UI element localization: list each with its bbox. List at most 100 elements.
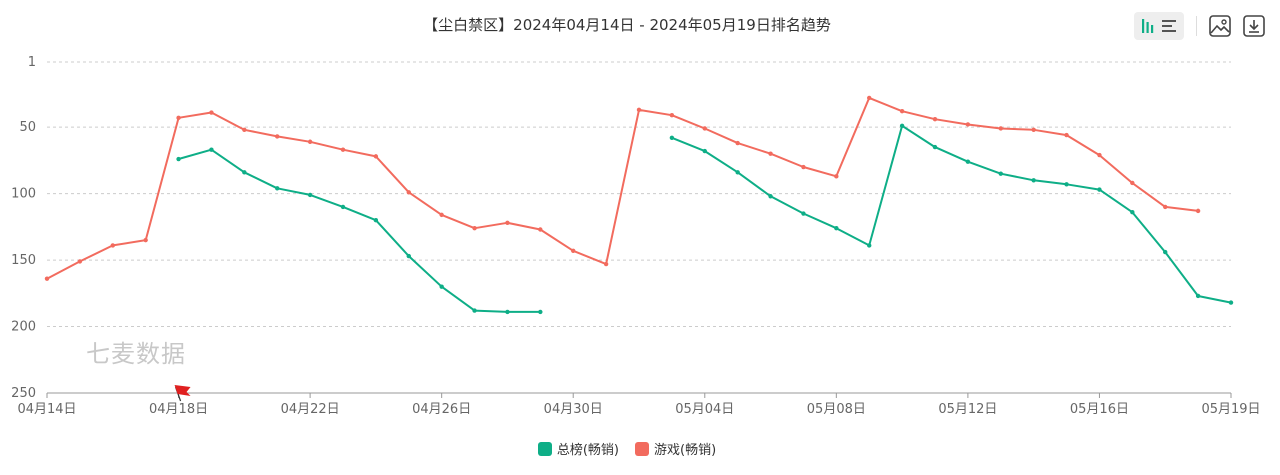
game-sales-rank-point[interactable]	[899, 108, 905, 114]
overall-sales-rank-point[interactable]	[1228, 300, 1234, 305]
game-sales-rank-point[interactable]	[636, 107, 642, 113]
game-sales-rank-point[interactable]	[834, 174, 839, 179]
x-tick-label: 05月12日	[938, 402, 997, 417]
series-lines	[44, 95, 1234, 315]
overall-sales-rank-point[interactable]	[373, 217, 379, 223]
game-sales-rank-point[interactable]	[505, 220, 510, 226]
overall-sales-rank-point[interactable]	[406, 253, 411, 259]
overall-sales-rank-point[interactable]	[669, 135, 675, 140]
legend-item[interactable]: 游戏(畅销)	[635, 439, 716, 458]
game-sales-rank-point[interactable]	[932, 116, 938, 122]
game-sales-rank-point[interactable]	[110, 243, 115, 248]
x-tick-label: 04月30日	[544, 402, 603, 417]
y-tick-label: 250	[11, 386, 36, 401]
overall-sales-rank-point[interactable]	[176, 156, 181, 162]
game-sales-rank-point[interactable]	[1195, 208, 1201, 214]
x-tick-label: 05月08日	[807, 402, 866, 417]
legend-item[interactable]: 总榜(畅销)	[537, 439, 619, 458]
overall-sales-rank-point[interactable]	[1031, 178, 1036, 183]
game-sales-rank-point[interactable]	[571, 248, 576, 253]
game-sales-rank-point[interactable]	[77, 259, 83, 264]
overall-sales-rank-point[interactable]	[472, 308, 477, 313]
game-sales-rank-point[interactable]	[735, 140, 740, 146]
y-tick-label: 50	[19, 120, 36, 135]
overall-sales-rank-point[interactable]	[307, 192, 313, 198]
y-tick-label: 1	[28, 55, 36, 70]
game-sales-rank-point[interactable]	[176, 115, 181, 121]
legend: 总榜(畅销) 游戏(畅销)	[0, 439, 1254, 458]
game-sales-rank-point[interactable]	[998, 126, 1003, 131]
x-tick-label: 05月16日	[1070, 402, 1129, 417]
game-sales-rank-point[interactable]	[242, 127, 247, 132]
game-sales-rank-point[interactable]	[768, 151, 773, 156]
game-sales-rank-point[interactable]	[1031, 127, 1036, 132]
overall-sales-rank-point[interactable]	[209, 147, 214, 152]
game-sales-rank-point[interactable]	[1163, 204, 1168, 210]
download-button[interactable]	[1240, 12, 1268, 40]
overall-sales-rank-point[interactable]	[340, 204, 346, 210]
overall-sales-rank-point[interactable]	[932, 144, 938, 150]
x-tick-label: 04月14日	[17, 402, 76, 417]
overall-sales-rank-point[interactable]	[1195, 293, 1201, 299]
grid-lines	[47, 61, 1231, 328]
save-image-button[interactable]	[1206, 12, 1234, 40]
game-sales-rank-point[interactable]	[275, 134, 280, 139]
game-sales-rank-point[interactable]	[143, 237, 148, 243]
game-sales-rank-point[interactable]	[1064, 132, 1069, 138]
overall-sales-rank-point[interactable]	[1163, 249, 1168, 255]
overall-sales-rank-point[interactable]	[735, 170, 740, 175]
game-sales-rank-point[interactable]	[702, 126, 707, 131]
flag-marker[interactable]	[174, 385, 191, 402]
game-sales-rank-point[interactable]	[1130, 180, 1135, 186]
game-sales-rank-point[interactable]	[669, 112, 675, 118]
y-tick-label: 100	[11, 187, 36, 202]
legend-swatch	[635, 442, 649, 456]
overall-sales-rank-point[interactable]	[702, 148, 707, 154]
game-sales-rank-point[interactable]	[603, 261, 609, 267]
watermark: 七麦数据	[86, 340, 186, 368]
game-sales-rank-point[interactable]	[209, 110, 214, 115]
x-tick-label: 05月04日	[675, 402, 734, 417]
overall-sales-rank-point[interactable]	[867, 243, 872, 248]
game-sales-rank-point[interactable]	[307, 139, 313, 144]
overall-sales-rank-point[interactable]	[439, 284, 444, 289]
overall-sales-rank-point[interactable]	[1064, 182, 1069, 187]
overall-sales-rank-point[interactable]	[998, 171, 1003, 176]
game-sales-rank-point[interactable]	[439, 212, 444, 218]
game-sales-rank-line[interactable]	[46, 96, 1199, 280]
game-sales-rank-point[interactable]	[44, 276, 50, 281]
overall-sales-rank-point[interactable]	[275, 186, 280, 191]
list-icon	[1162, 20, 1176, 32]
game-sales-rank-point[interactable]	[965, 122, 971, 127]
overall-sales-rank-point[interactable]	[801, 211, 806, 216]
game-sales-rank-point[interactable]	[538, 227, 543, 232]
download-icon	[1243, 15, 1265, 37]
overall-sales-rank-point[interactable]	[242, 170, 247, 175]
x-tick-label: 04月26日	[412, 402, 471, 417]
game-sales-rank-point[interactable]	[373, 154, 379, 159]
game-sales-rank-point[interactable]	[406, 190, 411, 195]
overall-sales-rank-point[interactable]	[1130, 210, 1135, 215]
legend-label: 游戏(畅销)	[654, 443, 717, 458]
overall-sales-rank-point[interactable]	[538, 309, 543, 315]
overall-sales-rank-point[interactable]	[899, 123, 905, 129]
flag-icon[interactable]	[174, 385, 191, 396]
game-sales-rank-point[interactable]	[340, 147, 346, 152]
overall-sales-rank-line[interactable]	[671, 124, 1232, 304]
x-tick-label: 04月22日	[281, 402, 340, 417]
y-tick-label: 200	[11, 320, 36, 335]
game-sales-rank-point[interactable]	[1097, 152, 1102, 158]
overall-sales-rank-line[interactable]	[178, 148, 541, 313]
game-sales-rank-point[interactable]	[801, 164, 806, 170]
overall-sales-rank-point[interactable]	[965, 159, 971, 164]
chart-type-toggle-button[interactable]	[1134, 12, 1184, 40]
overall-sales-rank-point[interactable]	[768, 194, 773, 199]
game-sales-rank-point[interactable]	[472, 225, 477, 231]
x-tick-label: 05月19日	[1201, 402, 1260, 417]
overall-sales-rank-point[interactable]	[505, 309, 510, 315]
game-sales-rank-point[interactable]	[867, 95, 872, 101]
overall-sales-rank-point[interactable]	[1097, 187, 1102, 192]
overall-sales-rank-point[interactable]	[834, 225, 839, 231]
